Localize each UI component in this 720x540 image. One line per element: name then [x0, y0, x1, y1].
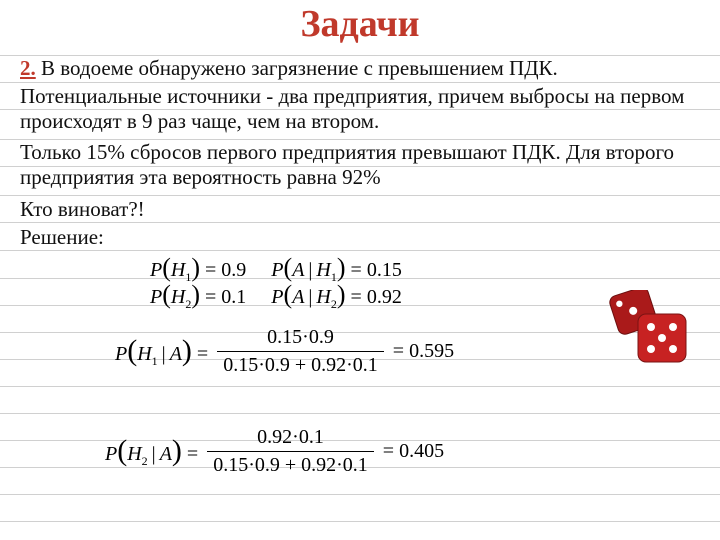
dice-icon	[590, 290, 700, 370]
problem-statement-line2: Потенциальные источники - два предприяти…	[20, 84, 700, 134]
math-prior-2: P(H2) = 0.1 P(A | H2) = 0.92	[150, 280, 402, 312]
problem-question: Кто виноват?!	[20, 197, 700, 222]
math-posterior-1: P(H1 | A) = 0.15·0.9 0.15·0.9 + 0.92·0.1…	[115, 326, 454, 377]
page-title: Задачи	[0, 2, 720, 46]
problem-statement-line1: 2. В водоеме обнаружено загрязнение с пр…	[20, 56, 700, 81]
problem-statement-line3: Только 15% сбросов первого предприятия п…	[20, 140, 700, 190]
math-posterior-2: P(H2 | A) = 0.92·0.1 0.15·0.9 + 0.92·0.1…	[105, 426, 444, 477]
solution-label: Решение:	[20, 225, 700, 250]
problem-number: 2.	[20, 56, 36, 80]
problem-text-1: В водоеме обнаружено загрязнение с превы…	[36, 56, 558, 80]
